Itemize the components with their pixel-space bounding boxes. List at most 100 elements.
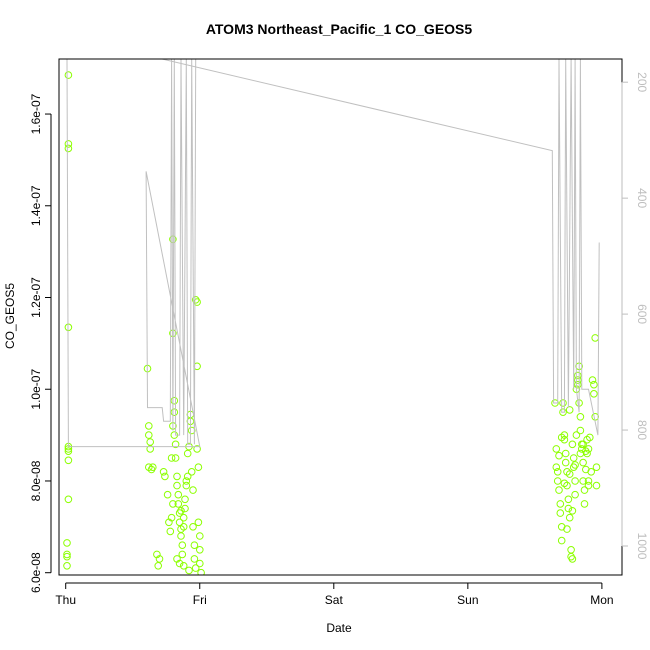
data-point [592, 463, 601, 472]
data-point [177, 507, 185, 515]
data-point [557, 536, 566, 545]
y2-tick-label: 800 [635, 420, 649, 440]
data-point [64, 447, 73, 456]
data-point [179, 513, 188, 522]
data-point [194, 463, 203, 472]
y2-tick-label: 600 [635, 304, 649, 324]
data-point [173, 472, 181, 481]
data-point [170, 396, 179, 405]
data-point [171, 454, 180, 462]
data-point [579, 477, 587, 485]
data-point [166, 527, 175, 536]
data-point [591, 334, 600, 342]
data-point [189, 523, 197, 531]
data-point [568, 555, 577, 563]
data-point [146, 438, 154, 446]
data-point [565, 513, 574, 522]
data-point [561, 449, 570, 458]
data-point [64, 456, 73, 465]
data-point [187, 468, 196, 476]
data-point [167, 513, 176, 522]
data-point [181, 504, 189, 513]
data-point [586, 433, 594, 442]
x-tick-label: Mon [590, 593, 613, 607]
data-point [574, 380, 582, 389]
data-point [574, 376, 582, 384]
data-point [576, 413, 585, 421]
data-point [145, 431, 153, 439]
data-point [182, 477, 191, 485]
data-point [561, 458, 570, 467]
data-point [178, 541, 187, 550]
data-point [557, 433, 566, 442]
data-point [583, 449, 591, 458]
data-point [173, 481, 181, 490]
y-tick-label: 8.0e-08 [29, 460, 43, 501]
data-point [178, 550, 187, 559]
data-point [187, 426, 196, 435]
data-point [571, 461, 579, 469]
data-point [572, 431, 581, 439]
data-point [553, 468, 562, 476]
data-point [169, 235, 177, 244]
data-point [194, 518, 203, 527]
data-point [565, 406, 574, 414]
data-point [590, 390, 598, 398]
data-point [551, 399, 559, 407]
data-point [574, 371, 582, 380]
data-point [564, 495, 573, 504]
y-axis-label: CO_GEOS5 [3, 283, 17, 349]
y-tick-label: 6.0e-08 [29, 552, 43, 593]
chart-title: ATOM3 Northeast_Pacific_1 CO_GEOS5 [206, 21, 473, 37]
data-point [169, 500, 177, 508]
y2-tick-label: 200 [635, 72, 649, 92]
data-point [555, 451, 563, 460]
data-point [552, 445, 561, 453]
data-point [568, 507, 577, 515]
data-point [584, 481, 593, 490]
data-point [171, 440, 180, 449]
data-point [170, 408, 179, 417]
y-tick-label: 1.4e-07 [29, 185, 43, 226]
data-point [183, 449, 192, 458]
data-point [569, 454, 578, 462]
data-point [552, 463, 561, 472]
data-point [579, 458, 587, 467]
data-point [174, 490, 183, 499]
data-point [64, 140, 73, 148]
data-point [592, 481, 601, 490]
data-point [580, 500, 589, 508]
data-point [175, 559, 184, 568]
y-tick-label: 1.0e-07 [29, 369, 43, 410]
data-point [576, 426, 585, 435]
data-point [559, 399, 567, 407]
data-point [145, 422, 153, 430]
data-point [571, 490, 579, 499]
data-point [588, 376, 597, 384]
data-point [582, 465, 590, 474]
x-tick-label: Sun [457, 593, 478, 607]
data-point [584, 445, 593, 453]
data-point [193, 445, 201, 453]
x-tick-label: Thu [55, 593, 76, 607]
data-point [196, 559, 204, 568]
data-point [556, 500, 565, 508]
data-point [560, 479, 569, 488]
data-point [177, 532, 185, 540]
data-point [190, 541, 199, 550]
data-point [189, 486, 197, 494]
data-point [163, 490, 172, 499]
y-tick-label: 1.6e-07 [29, 93, 43, 134]
data-point [564, 504, 573, 513]
data-point [565, 470, 574, 478]
series-line [65, 59, 600, 448]
data-point [63, 550, 71, 559]
data-point [196, 532, 204, 540]
data-point [568, 440, 577, 449]
data-point [179, 562, 188, 570]
data-point [64, 71, 73, 79]
data-point [64, 144, 73, 153]
y2-tick-label: 400 [635, 188, 649, 208]
data-point [553, 477, 562, 485]
data-point [183, 472, 192, 481]
